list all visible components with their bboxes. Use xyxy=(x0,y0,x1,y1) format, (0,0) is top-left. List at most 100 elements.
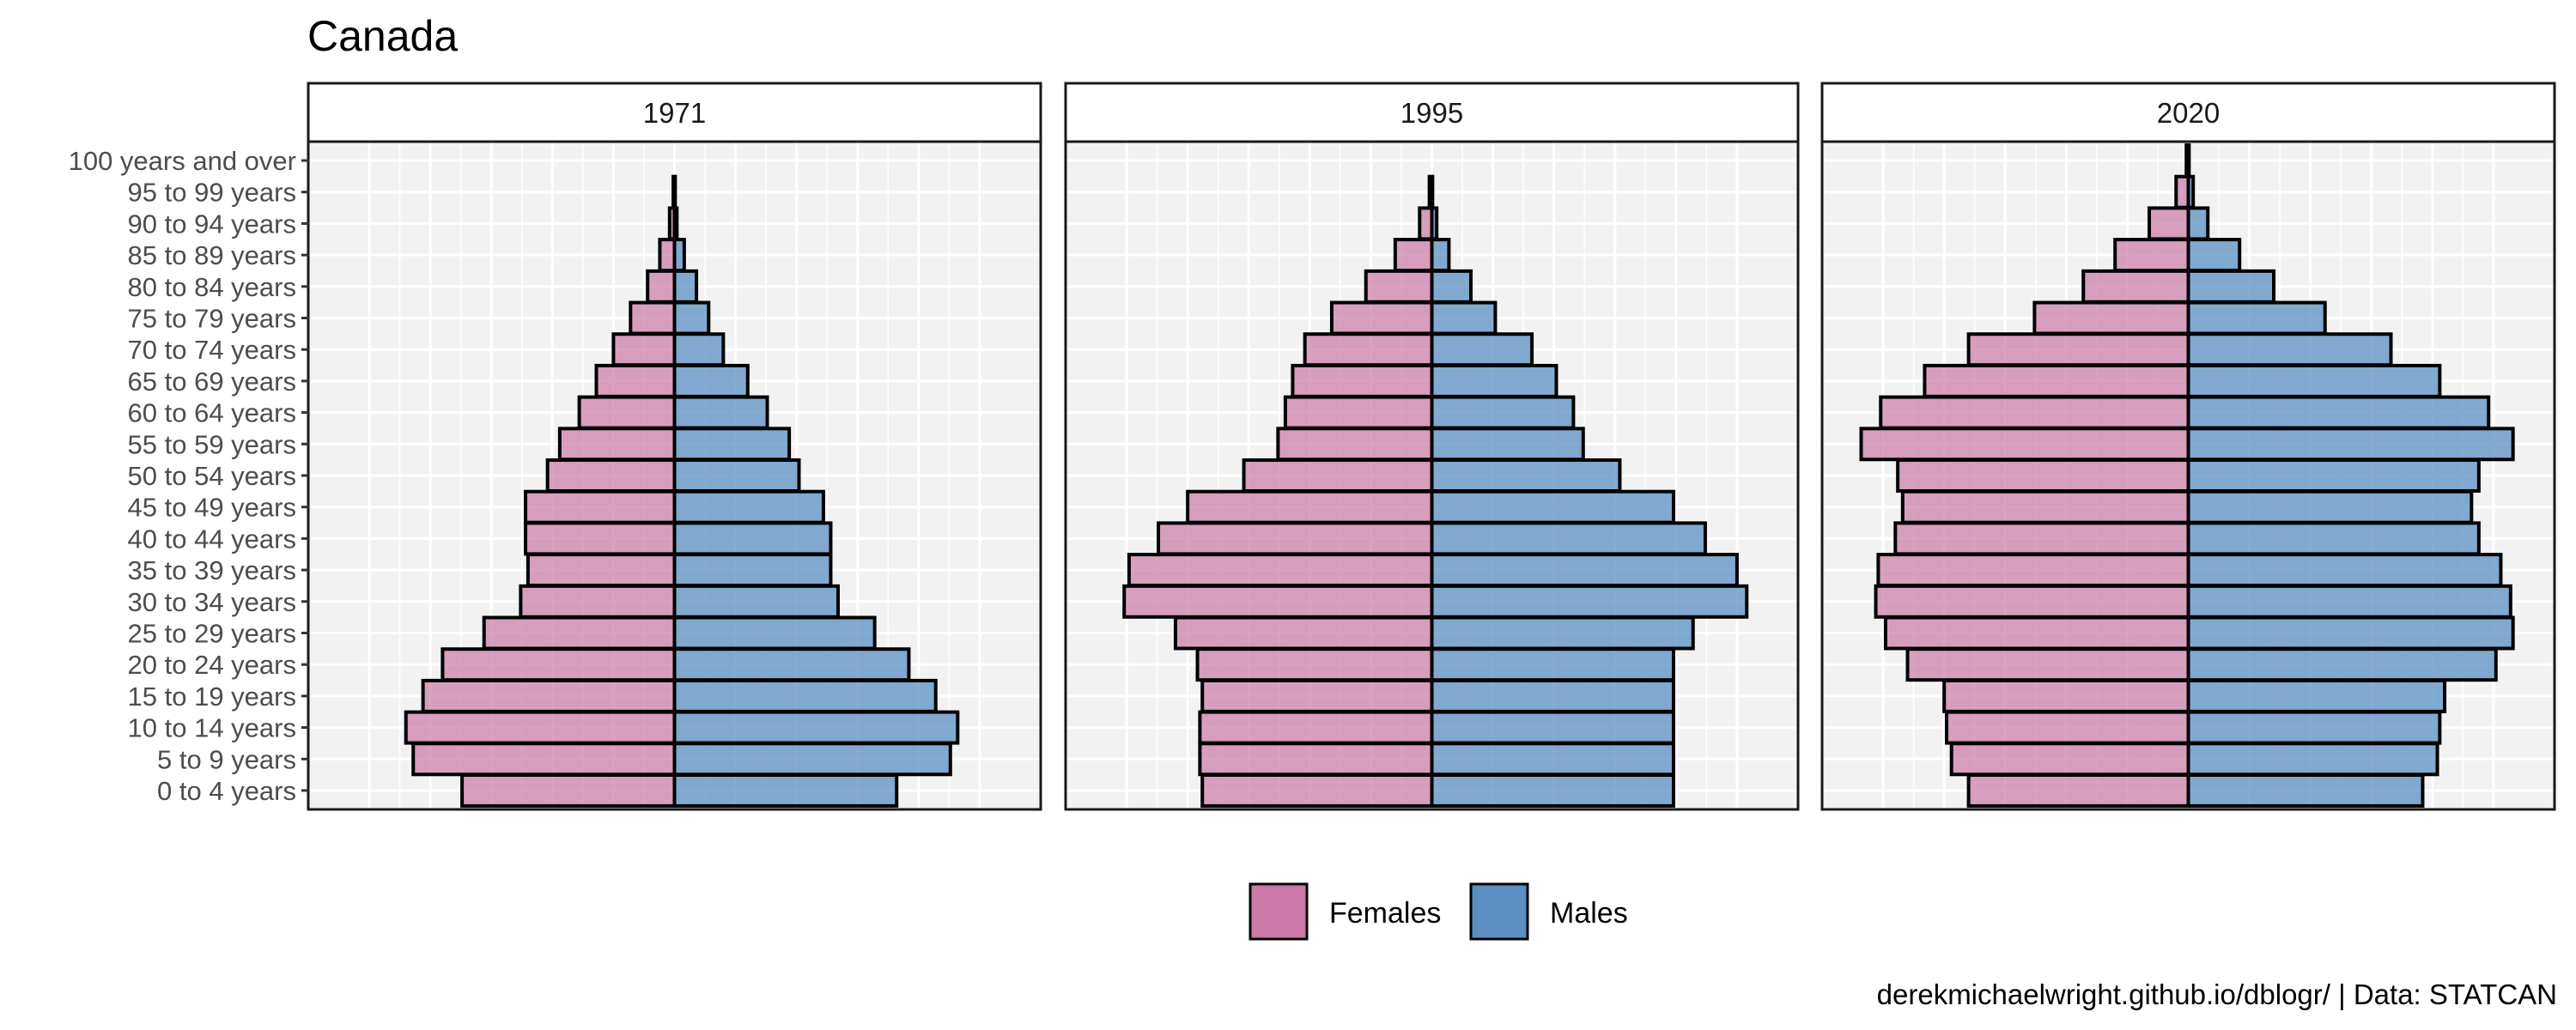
bar-females xyxy=(1966,772,2190,808)
age-group-label: 25 to 29 years xyxy=(128,618,296,648)
bar-females xyxy=(1900,489,2190,524)
bar-females xyxy=(2081,269,2190,304)
facet-strip xyxy=(307,82,1042,143)
bar-males xyxy=(672,710,960,745)
bar-males xyxy=(2186,647,2498,682)
age-group-label: 65 to 69 years xyxy=(128,367,296,397)
bar-males xyxy=(2186,363,2442,398)
age-group-label: 70 to 74 years xyxy=(128,335,296,365)
bar-females xyxy=(1364,269,1434,304)
bar-males xyxy=(2186,489,2474,524)
bar-females xyxy=(2148,206,2190,241)
bar-males xyxy=(1430,427,1585,462)
age-group-label: 75 to 79 years xyxy=(128,304,296,334)
bar-females xyxy=(1879,395,2190,430)
bar-males xyxy=(2186,710,2442,745)
age-group-label: 30 to 34 years xyxy=(128,587,296,617)
legend-item-females: Females xyxy=(1249,882,1441,941)
age-group-label: 40 to 44 years xyxy=(128,524,296,554)
bar-females xyxy=(545,458,677,493)
bar-males xyxy=(1430,174,1435,209)
bar-males xyxy=(672,427,792,462)
bar-females xyxy=(1195,647,1434,682)
bar-females xyxy=(460,772,677,808)
bar-males xyxy=(672,269,699,304)
bar-females xyxy=(519,584,677,619)
bar-females xyxy=(524,521,677,556)
bar-males xyxy=(672,647,911,682)
panel-border xyxy=(1064,140,1800,811)
bar-females xyxy=(440,647,677,682)
bar-females xyxy=(2032,300,2190,336)
bar-males xyxy=(672,678,938,713)
bar-males xyxy=(672,489,825,524)
bar-females xyxy=(1949,742,2190,777)
bar-females xyxy=(1198,742,1434,777)
bar-males xyxy=(1430,615,1695,651)
bar-females xyxy=(2113,238,2190,273)
bar-females xyxy=(629,300,677,336)
bar-males xyxy=(672,584,841,619)
bar-females xyxy=(1283,395,1434,430)
bar-males xyxy=(1430,678,1675,713)
facet-strip-label: 1995 xyxy=(1400,97,1463,129)
bar-males xyxy=(672,521,833,556)
bar-males xyxy=(2186,206,2210,241)
panel-1995: 1995 xyxy=(1064,82,1800,811)
age-group-label: 5 to 9 years xyxy=(157,744,296,774)
bar-males xyxy=(2186,521,2481,556)
bars xyxy=(1122,174,1749,808)
bar-males xyxy=(1430,363,1558,398)
facet-strip-label: 2020 xyxy=(2157,97,2220,129)
bar-males xyxy=(1430,206,1439,241)
bar-males xyxy=(1430,238,1451,273)
bar-males xyxy=(2186,395,2491,430)
bar-females xyxy=(1923,363,2190,398)
bar-females xyxy=(1242,458,1434,493)
legend-swatch xyxy=(1469,882,1529,941)
bar-males xyxy=(1430,584,1749,619)
bar-males xyxy=(672,395,769,430)
bar-males xyxy=(2186,678,2447,713)
age-group-label: 15 to 19 years xyxy=(128,682,296,712)
bar-females xyxy=(1200,678,1434,713)
bar-males xyxy=(672,772,899,808)
facet-panels: 1971 1995 2020 xyxy=(307,82,2556,811)
bar-males xyxy=(2186,238,2242,273)
bar-males xyxy=(1430,458,1622,493)
age-group-label: 0 to 4 years xyxy=(157,776,296,806)
bar-females xyxy=(1874,584,2190,619)
bar-females xyxy=(1883,615,2190,651)
bar-males xyxy=(1430,332,1534,367)
legend-label: Females xyxy=(1329,897,1441,930)
bar-females xyxy=(1905,647,2190,682)
bar-males xyxy=(2186,584,2512,619)
bar-males xyxy=(672,363,750,398)
facet-strip-label: 1971 xyxy=(643,97,706,129)
bars xyxy=(404,174,960,808)
bar-females xyxy=(404,710,677,745)
facet-strip xyxy=(1820,82,2556,143)
bar-females xyxy=(1122,584,1434,619)
bar-males xyxy=(672,553,833,588)
age-group-label: 55 to 59 years xyxy=(128,429,296,459)
bar-females xyxy=(1859,427,2190,462)
panel-2020: 2020 xyxy=(1820,82,2556,811)
bar-females xyxy=(577,395,677,430)
bar-females xyxy=(1200,772,1434,808)
age-group-label: 10 to 14 years xyxy=(128,713,296,743)
bar-males xyxy=(1430,553,1739,588)
bar-females xyxy=(1418,206,1434,241)
bar-females xyxy=(1303,332,1434,367)
bar-males xyxy=(2186,300,2327,336)
bar-females xyxy=(594,363,677,398)
bar-males xyxy=(1430,269,1473,304)
bar-males xyxy=(2186,427,2515,462)
bar-males xyxy=(672,238,686,273)
bar-females xyxy=(1173,615,1434,651)
bar-females xyxy=(646,269,677,304)
age-group-label: 20 to 24 years xyxy=(128,650,296,680)
bar-males xyxy=(1430,489,1675,524)
